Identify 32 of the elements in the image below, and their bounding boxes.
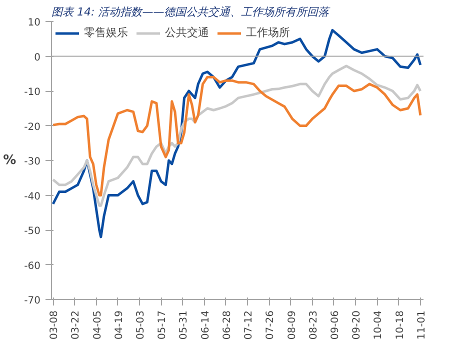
- y-tick-label: -20: [24, 122, 41, 133]
- x-tick-label: 07-12: [244, 310, 255, 340]
- x-tick-label: 08-09: [286, 310, 298, 340]
- x-tick-label: 10-04: [373, 310, 384, 340]
- y-tick-label: 10: [28, 18, 41, 28]
- y-tick-label: -70: [24, 296, 41, 306]
- x-tick-label: 06-14: [200, 310, 212, 340]
- y-tick-label: -10: [24, 87, 41, 98]
- x-tick-label: 09-06: [330, 310, 341, 340]
- x-tick-label: 03-22: [70, 310, 82, 340]
- legend-label: 工作场所: [246, 25, 290, 40]
- legend-label: 零售娱乐: [84, 25, 128, 40]
- y-tick-label: -30: [24, 156, 41, 168]
- x-tick-label: 04-19: [114, 310, 125, 340]
- x-tick-label: 03-08: [49, 310, 60, 340]
- x-tick-label: 05-03: [135, 310, 146, 340]
- legend-label: 公共交通: [165, 25, 209, 40]
- x-tick-label: 08-23: [308, 310, 320, 340]
- x-tick-label: 11-01: [416, 310, 428, 340]
- y-tick-label: -50: [24, 226, 41, 237]
- x-tick-label: 05-17: [157, 310, 168, 340]
- x-tick-label: 09-20: [352, 310, 363, 340]
- y-tick-label: 0: [34, 52, 41, 64]
- y-tick-label: -60: [24, 260, 41, 272]
- x-tick-label: 05-31: [178, 310, 190, 340]
- x-tick-label: 04-05: [92, 310, 104, 340]
- x-tick-label: 07-26: [265, 310, 276, 340]
- x-tick-label: 06-28: [222, 310, 233, 340]
- chart-title: 图表 14: 活动指数——德国公共交通、工作场所有所回落: [52, 6, 332, 18]
- y-tick-label: -40: [24, 191, 41, 202]
- y-axis-title: %: [3, 153, 16, 168]
- x-tick-label: 10-18: [394, 310, 406, 340]
